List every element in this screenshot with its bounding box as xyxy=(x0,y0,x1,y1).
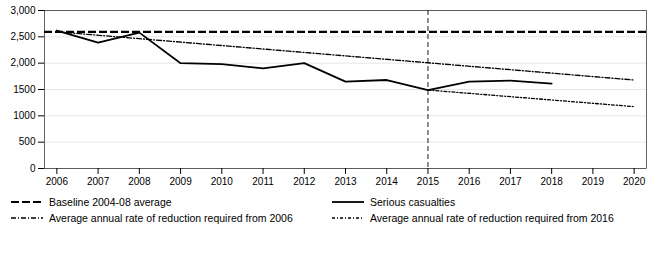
html-text:Average annual rate of reducti: Average annual rate of reduction require… xyxy=(370,212,614,224)
svg-text:2006: 2006 xyxy=(46,176,69,187)
svg-text:2012: 2012 xyxy=(293,176,316,187)
svg-text:2020: 2020 xyxy=(623,176,646,187)
svg-text:2013: 2013 xyxy=(334,176,357,187)
svg-text:1000: 1000 xyxy=(13,110,36,121)
svg-text:2010: 2010 xyxy=(211,176,234,187)
svg-text:3,000: 3,000 xyxy=(10,5,35,16)
svg-text:2,500: 2,500 xyxy=(10,31,35,42)
svg-text:2015: 2015 xyxy=(417,176,440,187)
svg-text:2008: 2008 xyxy=(128,176,151,187)
html-text:Baseline 2004-08 average: Baseline 2004-08 average xyxy=(49,196,172,208)
svg-text:2009: 2009 xyxy=(169,176,192,187)
svg-text:2011: 2011 xyxy=(252,176,274,187)
svg-text:2014: 2014 xyxy=(376,176,399,187)
svg-text:1500: 1500 xyxy=(13,84,36,95)
html-text:Average annual rate of reducti: Average annual rate of reduction require… xyxy=(49,212,293,224)
svg-text:2007: 2007 xyxy=(87,176,110,187)
html-text:Serious casualties: Serious casualties xyxy=(370,196,456,208)
svg-text:2017: 2017 xyxy=(499,176,522,187)
svg-text:2019: 2019 xyxy=(582,176,605,187)
svg-text:2018: 2018 xyxy=(541,176,564,187)
svg-text:2,000: 2,000 xyxy=(10,57,35,68)
svg-text:2016: 2016 xyxy=(458,176,481,187)
svg-text:500: 500 xyxy=(19,136,36,147)
svg-text:0: 0 xyxy=(30,163,36,174)
